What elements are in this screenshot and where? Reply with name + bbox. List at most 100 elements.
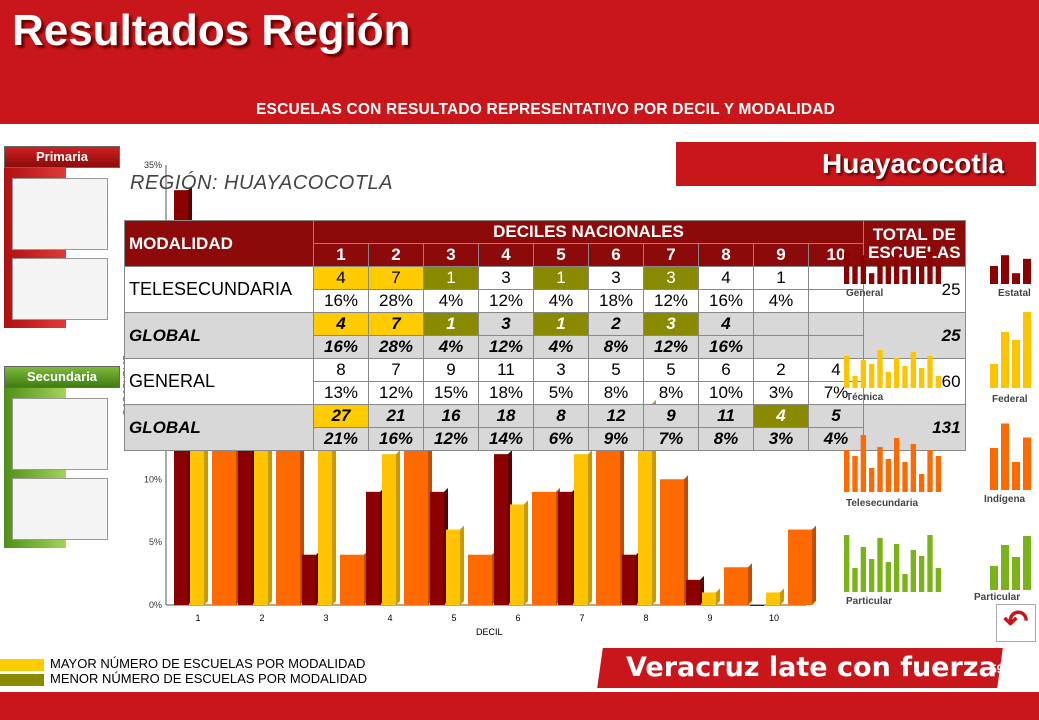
mini-bar: [1012, 557, 1020, 590]
x-tick-label: 7: [579, 613, 584, 623]
bar-series2-decile-1: [190, 403, 204, 605]
count-cell: 4: [313, 266, 369, 290]
mini-bar: [910, 352, 916, 388]
mini-bar: [902, 269, 908, 284]
mini-bar: [877, 447, 883, 492]
mini-bar: [1001, 255, 1009, 284]
mini-bar: [860, 360, 866, 388]
count-cell: 8: [533, 404, 589, 428]
x-tick-label: 10: [769, 613, 779, 623]
mini-bar: [902, 462, 908, 492]
label-estatal: Estatal: [998, 288, 1031, 299]
percent-cell: 16%: [698, 335, 754, 359]
percent-cell: 16%: [368, 427, 424, 451]
mini-bar: [990, 364, 998, 388]
modalidad-label: TELESECUNDARIA: [124, 266, 314, 313]
percent-cell: 4%: [808, 427, 864, 451]
tab-secundaria[interactable]: Secundaria: [4, 366, 120, 388]
bar-side: [524, 500, 528, 605]
decile-header-8: 8: [698, 243, 754, 267]
count-cell: 3: [588, 266, 644, 290]
back-button[interactable]: ↶: [996, 604, 1036, 642]
percent-cell: 18%: [478, 381, 534, 405]
bar-series2-decile-4: [382, 454, 396, 605]
count-cell: 7: [368, 312, 424, 336]
secundaria-thumbnail-panel[interactable]: [4, 388, 108, 548]
decile-header-7: 7: [643, 243, 699, 267]
count-cell: 27: [313, 404, 369, 428]
percent-cell: 15%: [423, 381, 479, 405]
bar-series1-decile-9: [686, 579, 700, 605]
bar-side: [396, 450, 400, 605]
header-bar: [0, 0, 1039, 100]
percent-cell: 16%: [313, 289, 369, 313]
mini-bar: [844, 251, 850, 284]
mini-bar: [852, 456, 858, 492]
count-cell: 5: [588, 358, 644, 382]
percent-cell: 12%: [643, 289, 699, 313]
slogan: Veracruz late con fuerza: [626, 652, 997, 683]
mini-bar: [894, 358, 900, 388]
page-title: Resultados Región: [12, 6, 411, 55]
bar-series1-decile-5: [430, 491, 444, 605]
tab-primaria[interactable]: Primaria: [4, 146, 120, 168]
count-cell: 11: [698, 404, 754, 428]
bar-side: [652, 399, 656, 605]
y-tick-label: 35%: [144, 160, 162, 170]
y-tick-label: 5%: [149, 537, 162, 547]
decile-header-4: 4: [478, 243, 534, 267]
count-cell: 2: [753, 358, 809, 382]
percent-cell: 5%: [533, 381, 589, 405]
legend-max-text: MAYOR NÚMERO DE ESCUELAS POR MODALIDAD: [50, 656, 366, 671]
primaria-thumbnail-panel[interactable]: [4, 168, 108, 328]
percent-cell: 4%: [753, 289, 809, 313]
table-row: 21% 16% 12% 14% 6% 9% 7% 8% 3% 4%: [125, 427, 966, 451]
mini-bar: [910, 550, 916, 592]
deciles-header: DECILES NACIONALES: [313, 220, 864, 244]
percent-cell: [753, 335, 809, 359]
count-cell: 7: [368, 358, 424, 382]
percent-cell: 4%: [423, 335, 479, 359]
mini-bar: [1012, 340, 1020, 388]
decile-header-2: 2: [368, 243, 424, 267]
bar-series1-decile-8: [622, 554, 636, 605]
percent-cell: 12%: [478, 289, 534, 313]
count-cell: 5: [643, 358, 699, 382]
bar-series1-decile-7: [558, 491, 572, 605]
modalidad-header: MODALIDAD: [124, 220, 314, 267]
y-tick-label: 10%: [144, 474, 162, 484]
u-turn-icon: ↶: [1003, 605, 1029, 638]
count-cell: 4: [698, 312, 754, 336]
modalidad-label: GENERAL: [124, 358, 314, 405]
percent-cell: 13%: [313, 381, 369, 405]
count-cell: 3: [478, 266, 534, 290]
bar-series3-decile-4: [404, 441, 428, 605]
table-row: 16% 28% 4% 12% 4% 8% 12% 16%: [125, 335, 966, 359]
count-cell: 3: [478, 312, 534, 336]
mini-bar: [877, 538, 883, 592]
bar-series3-decile-3: [340, 554, 364, 605]
label-tecnica: Técnica: [846, 392, 884, 403]
label-federal: Federal: [992, 394, 1028, 405]
bar-side: [716, 588, 720, 605]
mini-bar: [860, 435, 866, 492]
mini-bar: [910, 257, 916, 284]
mini-bar: [1023, 312, 1031, 388]
mini-bar: [869, 273, 875, 284]
percent-cell: 4%: [423, 289, 479, 313]
modalidad-label: GLOBAL: [124, 404, 314, 451]
location-bar: [676, 142, 1036, 186]
mini-bar: [935, 266, 941, 284]
mini-bar: [1023, 536, 1031, 590]
legend-max: MAYOR NÚMERO DE ESCUELAS POR MODALIDAD: [0, 656, 367, 671]
bar-series2-decile-3: [318, 416, 332, 605]
percent-cell: 8%: [588, 335, 644, 359]
mini-bar: [844, 450, 850, 492]
count-cell: 1: [533, 266, 589, 290]
percent-cell: 3%: [753, 427, 809, 451]
count-cell: 3: [533, 358, 589, 382]
table-row: 13% 12% 15% 18% 5% 8% 8% 10% 3% 7%: [125, 381, 966, 405]
legend-max-swatch: [0, 658, 44, 671]
bar-series2-decile-10: [766, 592, 780, 605]
mini-bar: [1001, 332, 1009, 388]
